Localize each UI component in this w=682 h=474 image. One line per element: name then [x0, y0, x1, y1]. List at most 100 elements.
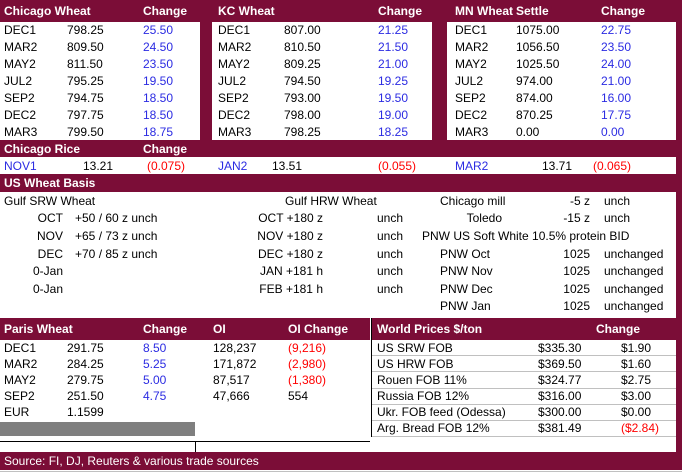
table-row: Ukr. FOB feed (Odessa) $300.00 $0.00: [372, 405, 677, 421]
cell: DEC: [37, 246, 63, 261]
cell: $3.00: [621, 389, 652, 404]
table-row: DEC2 797.75 18.50 DEC2 798.00 19.00 DEC2 870.25…: [0, 106, 682, 123]
table-row: DEC1 798.25 25.50 DEC1 807.00 21.25 DEC1 1075.0…: [0, 22, 682, 39]
cell-border-line: [195, 441, 196, 452]
cell: Gulf SRW Wheat: [4, 193, 96, 208]
cell: JUL2: [455, 74, 484, 88]
cell: US HRW FOB: [377, 356, 454, 371]
cell: 1075.00: [516, 23, 560, 38]
cell: 19.00: [378, 107, 409, 122]
cell: unchanged: [604, 281, 664, 296]
cell: MAR3: [218, 124, 252, 139]
cell: NOV1: [4, 158, 37, 173]
cell: DEC1: [4, 23, 37, 38]
cell: 5.25: [143, 357, 167, 371]
cell: 798.00: [284, 107, 321, 122]
source-bar: Source: FI, DJ, Reuters & various trade …: [0, 452, 682, 470]
cell: JAN +181 h: [259, 264, 323, 279]
paris-change-header: Change: [143, 322, 188, 336]
us-wheat-basis-title: US Wheat Basis: [4, 176, 96, 190]
chicago-rice-title: Chicago Rice: [4, 141, 81, 156]
cell: $381.49: [538, 421, 582, 436]
cell: US SRW FOB: [377, 340, 453, 355]
world-rows: US SRW FOB $335.30 $1.90 US HRW FOB $369.50 $…: [372, 340, 677, 438]
mn-change-header: Change: [601, 4, 646, 18]
cell-border-line: [0, 441, 370, 442]
futures-header-row: Chicago Wheat Change KC Wheat Change MN …: [0, 0, 682, 22]
cell: unch: [377, 211, 404, 226]
cell: 19.50: [143, 74, 174, 88]
cell: 793.00: [284, 90, 321, 105]
cell: Toledo: [466, 211, 502, 226]
cell: MAR2: [218, 40, 252, 55]
cell: PNW Jan: [440, 299, 491, 314]
table-row: SEP2 794.75 18.50 SEP2 793.00 19.50 SEP2 874.00…: [0, 89, 682, 106]
cell: 1.1599: [67, 405, 104, 419]
cell: $0.00: [621, 405, 652, 420]
cell: Chicago mill: [440, 193, 506, 208]
cell: MAR3: [455, 124, 489, 139]
cell: 21.00: [601, 74, 632, 88]
cell: DEC2: [4, 107, 37, 122]
cell: 23.50: [143, 57, 174, 72]
cell: MAY2: [455, 57, 487, 72]
cell: 0.00: [601, 124, 625, 139]
cell: 21.25: [378, 23, 409, 38]
table-row: MAR2 809.50 24.50 MAR2 810.50 21.50 MAR2 1056.5…: [0, 39, 682, 56]
cell: MAR3: [4, 124, 38, 139]
column-divider: [432, 0, 447, 157]
cell: 794.50: [284, 74, 321, 88]
cell: +50 / 60 z unch: [75, 211, 158, 226]
table-row: NOV +65 / 73 z unch NOV +180 z unch PNW US S…: [0, 227, 682, 245]
cell: 5.00: [143, 373, 167, 387]
cell: 47,666: [213, 389, 250, 403]
cell: Gulf HRW Wheat: [285, 193, 377, 208]
cell: 809.50: [67, 40, 104, 55]
world-prices-header-row: World Prices $/ton Change: [372, 318, 677, 340]
cell: 13.71: [542, 158, 573, 173]
cell: 798.25: [67, 23, 104, 38]
cell: 874.00: [516, 90, 553, 105]
cell: 24.50: [143, 40, 174, 55]
table-row: SEP2 251.50 4.75 47,666 554: [0, 388, 370, 404]
cell: DEC1: [455, 23, 488, 38]
table-row: JUL2 795.25 19.50 JUL2 794.50 19.25 JUL2 974.00…: [0, 73, 682, 90]
cell: 799.50: [67, 124, 104, 139]
cell: MAY2: [4, 373, 36, 387]
table-row: EUR 1.1599: [0, 404, 370, 420]
cell: (0.075): [147, 158, 186, 173]
table-row: DEC +70 / 85 z unch DEC +180 z unch PNW Oct 1…: [0, 245, 682, 263]
column-divider: [200, 0, 212, 157]
cell: FEB +181 h: [259, 281, 323, 296]
cell: Ukr. FOB feed (Odessa): [377, 405, 506, 420]
cell: 23.50: [601, 40, 632, 55]
kc-wheat-title: KC Wheat: [218, 4, 275, 18]
cell: 0-Jan: [32, 264, 63, 279]
cell: JUL2: [4, 74, 33, 88]
cell: MAY2: [218, 57, 250, 72]
table-row: MAY2 279.75 5.00 87,517 (1,380): [0, 372, 370, 388]
cell: 4.75: [143, 389, 167, 403]
table-row: Gulf SRW Wheat Gulf HRW Wheat Chicago mill…: [0, 192, 682, 210]
cell: 810.50: [284, 40, 321, 55]
cell: $316.00: [538, 389, 582, 404]
grid-line: [0, 471, 682, 472]
cell: MAR2: [4, 40, 38, 55]
rice-row: NOV1 13.21 (0.075) JAN2 13.51 (0.055) MAR2 13.7…: [0, 157, 682, 174]
cell: Rouen FOB 11%: [377, 372, 467, 387]
cell: (0.055): [378, 158, 417, 173]
cell: $324.77: [538, 372, 582, 387]
table-row: DEC1 291.75 8.50 128,237 (9,216): [0, 340, 370, 356]
cell: MAR2: [455, 158, 489, 173]
cell: 18.75: [143, 124, 174, 139]
cell: -5 z: [569, 193, 590, 208]
cell: 8.50: [143, 341, 167, 355]
cell: 798.25: [284, 124, 321, 139]
cell: DEC2: [455, 107, 488, 122]
cell: 1056.50: [516, 40, 560, 55]
cell: PNW Dec: [440, 281, 493, 296]
rice-header-row: Chicago Rice Change: [0, 140, 682, 157]
cell: Arg. Bread FOB 12%: [377, 421, 490, 436]
cell: 291.75: [67, 341, 104, 355]
